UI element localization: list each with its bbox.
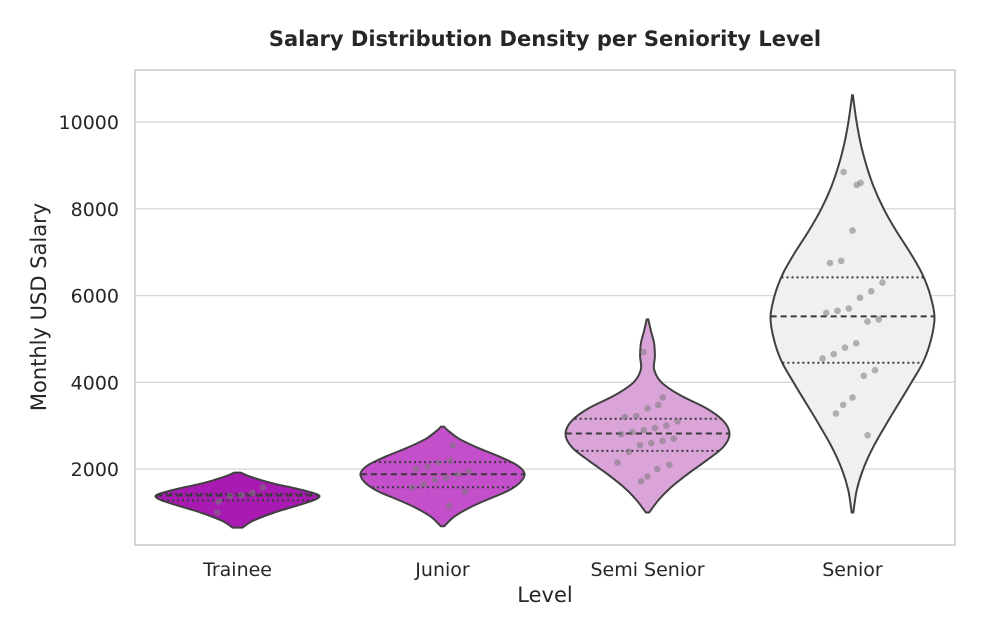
data-point xyxy=(465,467,473,475)
violin-trainee xyxy=(154,471,321,529)
data-point xyxy=(860,372,868,380)
data-point xyxy=(629,428,636,436)
data-point xyxy=(412,465,420,473)
data-point xyxy=(446,457,454,464)
data-point xyxy=(666,461,673,469)
data-point xyxy=(249,489,256,497)
data-point xyxy=(637,477,645,485)
data-point xyxy=(674,418,681,425)
data-point xyxy=(659,394,667,401)
data-point xyxy=(849,227,856,234)
data-point xyxy=(226,492,234,500)
data-point xyxy=(864,431,871,439)
data-point xyxy=(445,502,453,510)
violin-body xyxy=(359,425,526,528)
data-point xyxy=(832,410,840,417)
data-point xyxy=(215,498,223,505)
violins xyxy=(154,94,936,529)
data-point xyxy=(449,441,457,449)
data-point xyxy=(845,305,853,312)
data-point xyxy=(654,401,662,409)
x-tick-label: Junior xyxy=(414,559,470,581)
violin-body xyxy=(769,94,936,514)
data-point xyxy=(644,405,651,412)
data-point xyxy=(834,307,841,315)
data-point xyxy=(614,459,621,466)
violin-junior xyxy=(359,425,526,528)
data-point xyxy=(830,350,838,358)
data-point xyxy=(640,348,647,356)
data-point xyxy=(431,476,439,484)
data-point xyxy=(849,394,856,401)
data-point xyxy=(852,339,860,347)
data-point xyxy=(856,294,864,302)
data-point xyxy=(636,441,644,449)
data-point xyxy=(625,448,633,456)
data-point xyxy=(840,168,847,176)
data-point xyxy=(822,309,830,317)
violin-senior xyxy=(769,94,936,514)
data-point xyxy=(420,480,428,488)
data-point xyxy=(461,488,469,495)
x-tick-label: Semi Senior xyxy=(590,559,704,581)
y-tick-label: 10000 xyxy=(59,112,119,134)
data-point xyxy=(632,412,640,420)
data-point xyxy=(213,509,221,516)
violin-body xyxy=(564,318,731,514)
data-point xyxy=(640,426,648,434)
data-point xyxy=(871,366,879,374)
x-tick-label: Senior xyxy=(822,559,883,581)
data-point xyxy=(651,424,659,432)
data-point xyxy=(435,459,443,466)
data-point xyxy=(875,316,883,323)
data-point xyxy=(857,179,864,187)
data-point xyxy=(442,474,450,482)
data-point xyxy=(819,355,826,362)
data-point xyxy=(454,470,461,478)
data-point xyxy=(670,435,678,443)
data-point xyxy=(617,431,625,438)
data-point xyxy=(841,344,849,351)
data-point xyxy=(653,465,661,473)
x-tick-label: Trainee xyxy=(202,559,272,581)
data-point xyxy=(644,473,651,480)
data-point xyxy=(879,279,886,286)
violin-semi-senior xyxy=(564,318,731,514)
data-point xyxy=(647,439,655,447)
data-point xyxy=(424,463,431,471)
data-point xyxy=(839,401,847,409)
data-point xyxy=(826,259,834,267)
y-tick-label: 6000 xyxy=(71,286,119,308)
data-point xyxy=(659,437,666,445)
plot-frame xyxy=(134,69,956,546)
y-tick-label: 8000 xyxy=(71,199,119,221)
data-point xyxy=(237,491,245,499)
data-point xyxy=(259,484,267,491)
data-point xyxy=(662,422,670,430)
x-axis-label: Level xyxy=(517,583,572,607)
x-tick-labels: Trainee Junior Semi Senior Senior xyxy=(202,559,883,581)
data-point xyxy=(837,257,845,265)
data-point xyxy=(867,287,875,295)
data-point xyxy=(621,413,629,421)
y-axis-label: Monthly USD Salary xyxy=(27,203,51,411)
data-point xyxy=(864,318,871,325)
data-point xyxy=(409,484,416,491)
y-tick-label: 4000 xyxy=(71,372,119,394)
chart-title: Salary Distribution Density per Seniorit… xyxy=(269,27,821,51)
y-tick-label: 2000 xyxy=(71,459,119,481)
y-tick-labels: 2000 4000 6000 8000 10000 xyxy=(59,112,119,481)
